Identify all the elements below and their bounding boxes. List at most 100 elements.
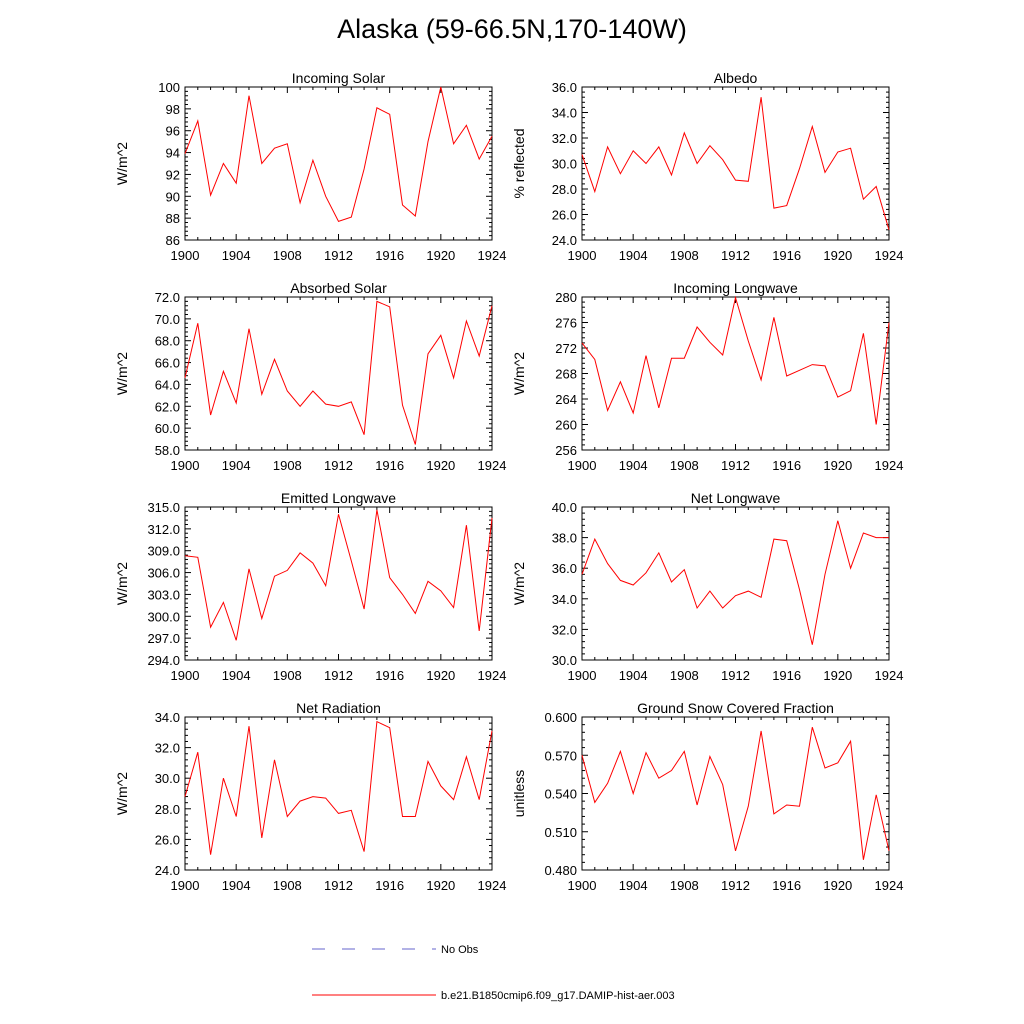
y-tick-label: 28.0 xyxy=(552,182,577,197)
y-tick-label: 297.0 xyxy=(147,631,180,646)
x-tick-label: 1916 xyxy=(375,248,404,263)
panel-title: Net Longwave xyxy=(691,490,781,506)
y-tick-label: 38.0 xyxy=(552,531,577,546)
series-line xyxy=(184,300,493,445)
x-tick-label: 1908 xyxy=(273,878,302,893)
y-tick-label: 32.0 xyxy=(552,622,577,637)
y-tick-label: 260 xyxy=(555,418,577,433)
series-line xyxy=(581,97,890,230)
y-tick-label: 0.540 xyxy=(544,787,577,802)
x-tick-label: 1920 xyxy=(426,668,455,683)
y-tick-label: 40.0 xyxy=(552,500,577,515)
y-tick-label: 303.0 xyxy=(147,587,180,602)
y-axis-label: W/m^2 xyxy=(511,352,527,395)
x-tick-label: 1904 xyxy=(222,668,251,683)
y-tick-label: 24.0 xyxy=(552,233,577,248)
series-line xyxy=(184,509,493,641)
x-tick-label: 1916 xyxy=(375,458,404,473)
x-tick-label: 1900 xyxy=(568,458,597,473)
x-tick-label: 1920 xyxy=(426,878,455,893)
x-tick-label: 1912 xyxy=(721,248,750,263)
y-tick-label: 64.0 xyxy=(155,377,180,392)
plot-frame xyxy=(184,506,493,661)
x-tick-label: 1924 xyxy=(478,458,507,473)
y-tick-label: 0.600 xyxy=(544,710,577,725)
x-tick-label: 1908 xyxy=(670,248,699,263)
y-tick-label: 30.0 xyxy=(552,157,577,172)
y-axis-label: W/m^2 xyxy=(114,562,130,605)
y-tick-label: 276 xyxy=(555,316,577,331)
panel-title: Albedo xyxy=(714,70,758,86)
y-tick-label: 0.510 xyxy=(544,825,577,840)
y-tick-label: 90 xyxy=(166,189,180,204)
plot-frame xyxy=(581,86,890,241)
y-tick-label: 86 xyxy=(166,233,180,248)
y-tick-label: 34.0 xyxy=(552,592,577,607)
y-tick-label: 294.0 xyxy=(147,653,180,668)
x-tick-label: 1904 xyxy=(222,878,251,893)
x-tick-label: 1900 xyxy=(568,248,597,263)
y-tick-label: 309.0 xyxy=(147,544,180,559)
x-tick-label: 1904 xyxy=(619,878,648,893)
x-tick-label: 1916 xyxy=(772,458,801,473)
y-tick-label: 60.0 xyxy=(155,421,180,436)
y-tick-label: 32.0 xyxy=(552,131,577,146)
series-line xyxy=(581,295,890,425)
plot-frame xyxy=(184,296,493,451)
x-tick-label: 1920 xyxy=(823,248,852,263)
y-axis-label: % reflected xyxy=(511,128,527,198)
x-tick-label: 1912 xyxy=(324,668,353,683)
series-line xyxy=(184,86,493,223)
y-axis-label: W/m^2 xyxy=(114,352,130,395)
y-tick-label: 92 xyxy=(166,167,180,182)
x-tick-label: 1920 xyxy=(823,668,852,683)
plot-frame xyxy=(184,716,493,871)
series-line xyxy=(581,520,889,645)
x-tick-label: 1912 xyxy=(721,458,750,473)
x-tick-label: 1916 xyxy=(772,878,801,893)
y-tick-label: 36.0 xyxy=(552,80,577,95)
panel-title: Emitted Longwave xyxy=(281,490,396,506)
series-line xyxy=(184,720,493,855)
y-tick-label: 94 xyxy=(166,146,180,161)
y-axis-label: unitless xyxy=(511,770,527,817)
y-tick-label: 306.0 xyxy=(147,566,180,581)
y-tick-label: 34.0 xyxy=(155,710,180,725)
x-tick-label: 1916 xyxy=(772,668,801,683)
panel-title: Absorbed Solar xyxy=(290,280,387,296)
x-tick-label: 1908 xyxy=(670,878,699,893)
x-tick-label: 1900 xyxy=(171,668,200,683)
y-tick-label: 28.0 xyxy=(155,802,180,817)
panel-title: Incoming Solar xyxy=(292,70,386,86)
y-tick-label: 70.0 xyxy=(155,312,180,327)
x-tick-label: 1924 xyxy=(478,248,507,263)
x-tick-label: 1924 xyxy=(875,668,904,683)
x-tick-label: 1916 xyxy=(375,878,404,893)
y-tick-label: 98 xyxy=(166,102,180,117)
y-tick-label: 58.0 xyxy=(155,443,180,458)
x-tick-label: 1908 xyxy=(670,458,699,473)
x-tick-label: 1912 xyxy=(324,248,353,263)
y-tick-label: 62.0 xyxy=(155,399,180,414)
series-line xyxy=(581,727,890,860)
x-tick-label: 1912 xyxy=(324,458,353,473)
y-tick-label: 34.0 xyxy=(552,106,577,121)
plot-frame xyxy=(581,716,890,871)
legend-model-label: b.e21.B1850cmip6.f09_g17.DAMIP-hist-aer.… xyxy=(441,990,675,1002)
x-tick-label: 1920 xyxy=(426,248,455,263)
y-tick-label: 30.0 xyxy=(155,771,180,786)
x-tick-label: 1904 xyxy=(222,458,251,473)
y-tick-label: 0.570 xyxy=(544,748,577,763)
y-tick-label: 0.480 xyxy=(544,863,577,878)
y-tick-label: 36.0 xyxy=(552,561,577,576)
y-tick-label: 68.0 xyxy=(155,334,180,349)
x-tick-label: 1924 xyxy=(478,668,507,683)
x-tick-label: 1904 xyxy=(222,248,251,263)
x-tick-label: 1924 xyxy=(875,248,904,263)
y-tick-label: 256 xyxy=(555,443,577,458)
x-tick-label: 1908 xyxy=(670,668,699,683)
x-tick-label: 1908 xyxy=(273,458,302,473)
x-tick-label: 1912 xyxy=(324,878,353,893)
y-tick-label: 272 xyxy=(555,341,577,356)
y-tick-label: 88 xyxy=(166,211,180,226)
